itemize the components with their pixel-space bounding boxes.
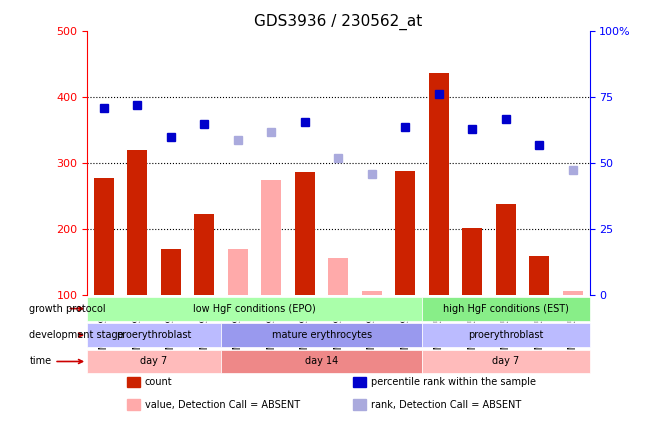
Text: low HgF conditions (EPO): low HgF conditions (EPO) xyxy=(193,304,316,313)
Text: rank, Detection Call = ABSENT: rank, Detection Call = ABSENT xyxy=(371,400,521,410)
FancyBboxPatch shape xyxy=(87,323,221,347)
FancyBboxPatch shape xyxy=(87,349,221,373)
Text: day 7: day 7 xyxy=(141,357,168,366)
Text: time: time xyxy=(29,357,82,366)
Title: GDS3936 / 230562_at: GDS3936 / 230562_at xyxy=(254,13,423,30)
Bar xyxy=(429,73,449,295)
Text: day 14: day 14 xyxy=(305,357,338,366)
Bar xyxy=(161,249,181,295)
Text: mature erythrocytes: mature erythrocytes xyxy=(271,330,372,340)
Text: day 7: day 7 xyxy=(492,357,519,366)
Text: proerythroblast: proerythroblast xyxy=(468,330,543,340)
Text: development stage: development stage xyxy=(29,330,124,340)
Bar xyxy=(354,400,366,410)
Bar xyxy=(94,178,114,295)
Text: count: count xyxy=(145,377,172,387)
Bar xyxy=(127,400,140,410)
FancyBboxPatch shape xyxy=(422,297,590,321)
Text: high HgF conditions (EST): high HgF conditions (EST) xyxy=(443,304,569,313)
Text: value, Detection Call = ABSENT: value, Detection Call = ABSENT xyxy=(145,400,300,410)
Bar xyxy=(496,204,516,295)
Bar xyxy=(563,291,583,295)
Bar xyxy=(194,214,214,295)
Bar xyxy=(228,249,248,295)
Text: percentile rank within the sample: percentile rank within the sample xyxy=(371,377,536,387)
FancyBboxPatch shape xyxy=(87,297,422,321)
Bar xyxy=(127,377,140,388)
Text: growth protocol: growth protocol xyxy=(29,304,106,313)
Text: proerythroblast: proerythroblast xyxy=(117,330,192,340)
Bar xyxy=(328,258,348,295)
FancyBboxPatch shape xyxy=(221,323,422,347)
Bar xyxy=(261,180,281,295)
Bar xyxy=(295,172,315,295)
FancyBboxPatch shape xyxy=(422,349,590,373)
Bar xyxy=(395,170,415,295)
FancyBboxPatch shape xyxy=(422,323,590,347)
Bar xyxy=(529,257,549,295)
Bar xyxy=(362,291,382,295)
Bar xyxy=(127,150,147,295)
Bar xyxy=(462,228,482,295)
FancyBboxPatch shape xyxy=(221,349,422,373)
Bar xyxy=(354,377,366,388)
